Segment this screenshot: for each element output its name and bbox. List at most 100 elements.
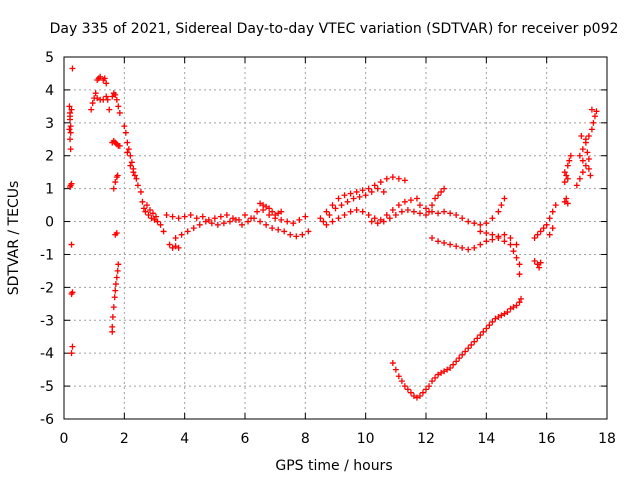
data-point: [97, 73, 104, 80]
data-point: [546, 231, 553, 238]
data-point: [404, 207, 411, 214]
data-point: [498, 202, 505, 209]
data-point: [113, 96, 120, 103]
data-point: [163, 211, 170, 218]
data-point: [435, 371, 442, 378]
data-point: [518, 295, 525, 302]
data-point: [359, 187, 366, 194]
data-point: [94, 95, 101, 102]
x-tick-label: 18: [598, 431, 616, 447]
y-tick-labels: 5 4 3 2 1 0 -1 -2 -3 -4 -5 -6: [40, 50, 54, 428]
data-point: [395, 202, 402, 209]
data-point: [208, 220, 215, 227]
data-point: [401, 383, 408, 390]
data-point: [453, 358, 460, 365]
data-point: [193, 215, 200, 222]
data-point: [67, 183, 74, 190]
data-point: [368, 218, 375, 225]
data-point: [501, 238, 508, 245]
data-point: [272, 211, 279, 218]
data-point: [552, 202, 559, 209]
data-point: [111, 294, 118, 301]
data-point: [426, 383, 433, 390]
data-point: [223, 211, 230, 218]
data-point: [139, 198, 146, 205]
data-point: [477, 332, 484, 339]
x-tick-label: 8: [301, 431, 310, 447]
data-point: [149, 210, 156, 217]
data-point: [257, 200, 264, 207]
data-point: [217, 213, 224, 220]
data-point: [419, 389, 426, 396]
data-point: [507, 305, 514, 312]
data-point: [128, 159, 135, 166]
data-point: [112, 179, 119, 186]
data-point: [323, 221, 330, 228]
x-tick-label: 0: [60, 431, 69, 447]
data-point: [326, 211, 333, 218]
y-tick-label: 4: [45, 83, 54, 99]
data-point: [582, 162, 589, 169]
data-point: [492, 315, 499, 322]
data-point: [413, 394, 420, 401]
plot-frame: [63, 56, 608, 420]
grid: [64, 57, 607, 419]
data-point: [426, 208, 433, 215]
data-point: [109, 313, 116, 320]
data-point: [513, 254, 520, 261]
data-point: [145, 211, 152, 218]
data-point: [401, 177, 408, 184]
data-point: [447, 241, 454, 248]
data-point: [263, 221, 270, 228]
data-point: [365, 185, 372, 192]
data-point: [444, 366, 451, 373]
data-point: [269, 208, 276, 215]
data-point: [199, 213, 206, 220]
data-point: [151, 216, 158, 223]
data-point: [471, 220, 478, 227]
data-point: [410, 392, 417, 399]
data-point: [567, 152, 574, 159]
data-point: [389, 207, 396, 214]
data-point: [456, 355, 463, 362]
x-tick-label: 10: [357, 431, 375, 447]
data-point: [510, 304, 517, 311]
data-point: [140, 205, 147, 212]
y-tick-label: -2: [40, 280, 54, 296]
data-point: [582, 136, 589, 143]
data-point: [113, 230, 120, 237]
data-point: [275, 210, 282, 217]
data-point: [211, 215, 218, 222]
data-point: [483, 238, 490, 245]
data-point: [67, 129, 74, 136]
data-point: [531, 258, 538, 265]
data-point: [365, 211, 372, 218]
data-point: [410, 208, 417, 215]
data-point: [546, 215, 553, 222]
data-point: [401, 198, 408, 205]
data-point: [122, 129, 129, 136]
data-point: [146, 207, 153, 214]
data-point: [293, 233, 300, 240]
data-point: [480, 328, 487, 335]
data-point: [220, 220, 227, 227]
data-point: [296, 216, 303, 223]
data-point: [513, 302, 520, 309]
data-point: [104, 96, 111, 103]
data-point: [561, 179, 568, 186]
data-point: [576, 175, 583, 182]
data-point: [432, 195, 439, 202]
data-point: [187, 211, 194, 218]
data-point: [441, 239, 448, 246]
data-point: [404, 386, 411, 393]
y-tick-label: -3: [40, 313, 54, 329]
data-point: [531, 235, 538, 241]
data-point: [495, 313, 502, 320]
data-point: [579, 157, 586, 164]
data-point: [266, 205, 273, 212]
data-point: [435, 192, 442, 199]
data-point: [229, 215, 236, 222]
data-point: [564, 175, 571, 182]
series-middle-band-b: [317, 174, 508, 228]
data-point: [573, 182, 580, 189]
